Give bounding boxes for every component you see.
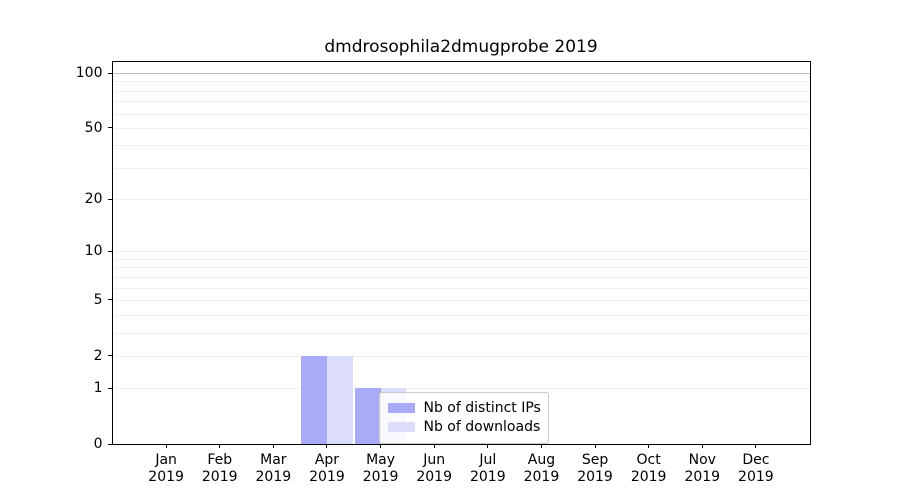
y-tick-label: 1 [93,380,103,397]
x-tick-year: 2019 [148,469,184,485]
x-tick [433,444,435,448]
gridline [112,101,810,103]
gridline [112,199,810,201]
x-tick-label: Mar 2019 [241,452,305,486]
x-tick [165,444,167,448]
x-tick-month: Dec [742,452,770,468]
gridline-top [112,73,810,74]
x-tick-month: Mar [260,452,287,468]
x-tick-year: 2019 [469,469,506,485]
gridline [112,251,810,253]
chart-title: dmdrosophila2dmugprobe 2019 [324,37,598,57]
x-tick-label: Aug 2019 [509,452,573,486]
x-tick [487,444,489,448]
x-tick-label: Sep 2019 [563,452,627,486]
x-tick-year: 2019 [362,469,399,485]
legend-row: Nb of downloads [387,418,541,437]
x-tick-label: Feb 2019 [188,452,252,486]
legend-swatch [387,403,415,413]
x-tick-label: Jun 2019 [402,452,466,486]
gridline [112,145,810,147]
x-tick [701,444,703,448]
x-tick [648,444,650,448]
x-tick [755,444,757,448]
x-tick-year: 2019 [416,469,452,485]
x-tick-month: May [366,452,396,468]
x-tick-month: Jan [155,452,177,468]
y-tick [107,198,112,200]
y-tick-label: 20 [84,191,103,208]
gridline [112,276,810,278]
y-tick [107,443,112,445]
x-tick-month: Sep [581,452,609,468]
plot-area: 0 1 2 5 10 20 50 100 Jan 2019 Feb 2019 Mar 2019 Apr 201… [76,60,811,485]
legend-row: Nb of distinct IPs [387,399,541,418]
bar-nb-of-downloads-apr [326,355,353,444]
gridline [112,355,810,357]
x-tick [326,444,328,448]
x-tick-year: 2019 [684,469,721,485]
x-tick-label: May 2019 [349,452,413,486]
x-tick [380,444,382,448]
x-tick-month: Jul [479,452,497,468]
y-tick [107,127,112,129]
y-tick [107,355,112,357]
x-tick-month: Jun [423,452,446,468]
legend-swatch [387,422,415,432]
x-tick-year: 2019 [309,469,345,485]
legend-label: Nb of distinct IPs [423,400,541,416]
y-tick [107,387,112,389]
y-tick [107,250,112,252]
x-tick [540,444,542,448]
x-tick-month: Nov [688,452,716,468]
gridline [112,90,810,92]
gridline [112,314,810,316]
y-tick-label: 50 [84,119,103,136]
gridline [112,267,810,269]
x-tick-year: 2019 [577,469,613,485]
x-tick [272,444,274,448]
y-tick-label: 2 [93,347,103,364]
x-tick [219,444,221,448]
legend: Nb of distinct IPs Nb of downloads [378,391,549,444]
y-tick [107,299,112,301]
legend-label: Nb of downloads [423,419,541,435]
y-tick-label: 0 [93,436,103,452]
gridline [112,113,810,115]
x-tick-year: 2019 [255,469,292,485]
y-tick [107,72,112,74]
x-tick-label: Jul 2019 [456,452,520,486]
x-tick-year: 2019 [630,469,667,485]
x-tick-month: Aug [527,452,556,468]
x-tick-label: Dec 2019 [724,452,788,486]
bar-nb-of-distinct-ips-apr [301,355,327,444]
x-tick-label: Nov 2019 [670,452,734,486]
y-tick-label: 100 [75,65,103,81]
gridline [112,81,810,83]
gridline [112,167,810,169]
x-tick-label: Apr 2019 [295,452,359,486]
x-tick-month: Feb [207,452,233,468]
y-tick-label: 10 [84,243,103,260]
bar-nb-of-distinct-ips-may [354,388,381,444]
x-tick-year: 2019 [738,469,774,485]
x-tick-month: Oct [636,452,661,468]
x-tick-month: Apr [314,452,340,468]
x-tick [594,444,596,448]
x-tick-label: Oct 2019 [617,452,681,486]
gridline [112,287,810,289]
x-tick-label: Jan 2019 [134,452,198,486]
y-tick-label: 5 [93,291,103,308]
gridline [112,258,810,260]
gridline [112,299,810,301]
x-tick-year: 2019 [201,469,238,485]
x-tick-year: 2019 [523,469,560,485]
gridline [112,388,810,390]
gridline [112,127,810,129]
gridline [112,332,810,334]
